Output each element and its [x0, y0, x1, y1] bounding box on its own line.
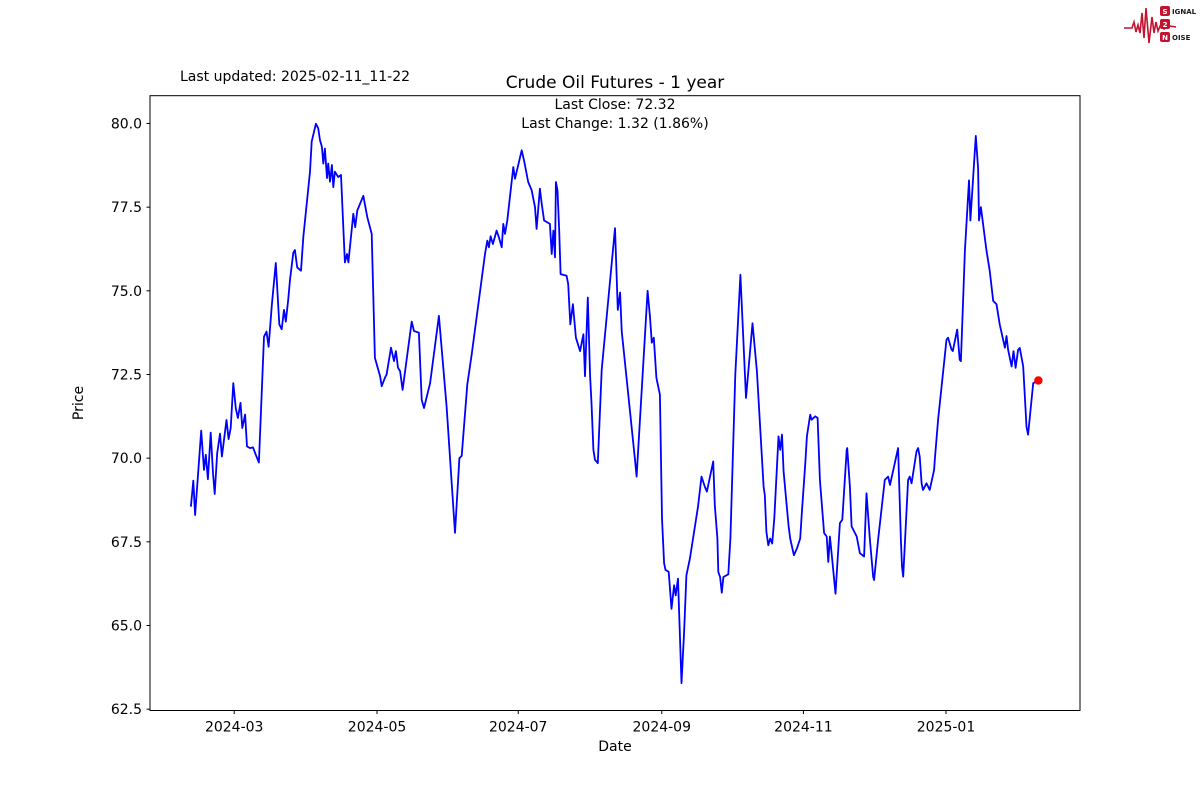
- price-line: [190, 122, 1039, 684]
- last-change-annotation: Last Change: 1.32 (1.86%): [521, 116, 709, 132]
- signal2noise-logo: S IGNAL 2 N OISE: [1124, 6, 1197, 44]
- y-tick-label: 80.0: [111, 116, 142, 132]
- logo-row-2-badge: [1160, 19, 1170, 29]
- y-tick-label: 72.5: [111, 367, 142, 383]
- logo-row-noise-text: OISE: [1172, 34, 1191, 42]
- last-close-annotation: Last Close: 72.32: [554, 97, 676, 113]
- x-tick-label: 2024-11: [774, 720, 833, 736]
- last-close-marker: [1034, 376, 1043, 385]
- x-tick-label: 2024-05: [348, 720, 407, 736]
- logo-row-signal-badge: [1160, 6, 1170, 16]
- y-tick-label: 65.0: [111, 618, 142, 634]
- x-tick-label: 2024-03: [205, 720, 264, 736]
- logo-row-signal-text: IGNAL: [1172, 8, 1197, 16]
- logo-row-noise-badge: [1160, 32, 1170, 42]
- y-tick-label: 70.0: [111, 451, 142, 467]
- x-tick-label: 2024-09: [633, 720, 692, 736]
- y-tick-label: 75.0: [111, 284, 142, 300]
- chart-title: Crude Oil Futures - 1 year: [505, 73, 725, 93]
- x-tick-label: 2024-07: [489, 720, 548, 736]
- logo-row-signal-initial: S: [1162, 8, 1167, 16]
- logo-row-2-initial: 2: [1163, 21, 1168, 29]
- x-axis-label: Date: [598, 739, 632, 755]
- last-updated-text: Last updated: 2025-02-11_11-22: [180, 69, 411, 85]
- y-tick-label: 77.5: [111, 200, 142, 216]
- logo-row-noise-initial: N: [1162, 34, 1168, 42]
- plot-frame: [149, 95, 1081, 711]
- x-tick-label: 2025-01: [917, 720, 976, 736]
- y-tick-label: 67.5: [111, 535, 142, 551]
- y-tick-label: 62.5: [111, 702, 142, 718]
